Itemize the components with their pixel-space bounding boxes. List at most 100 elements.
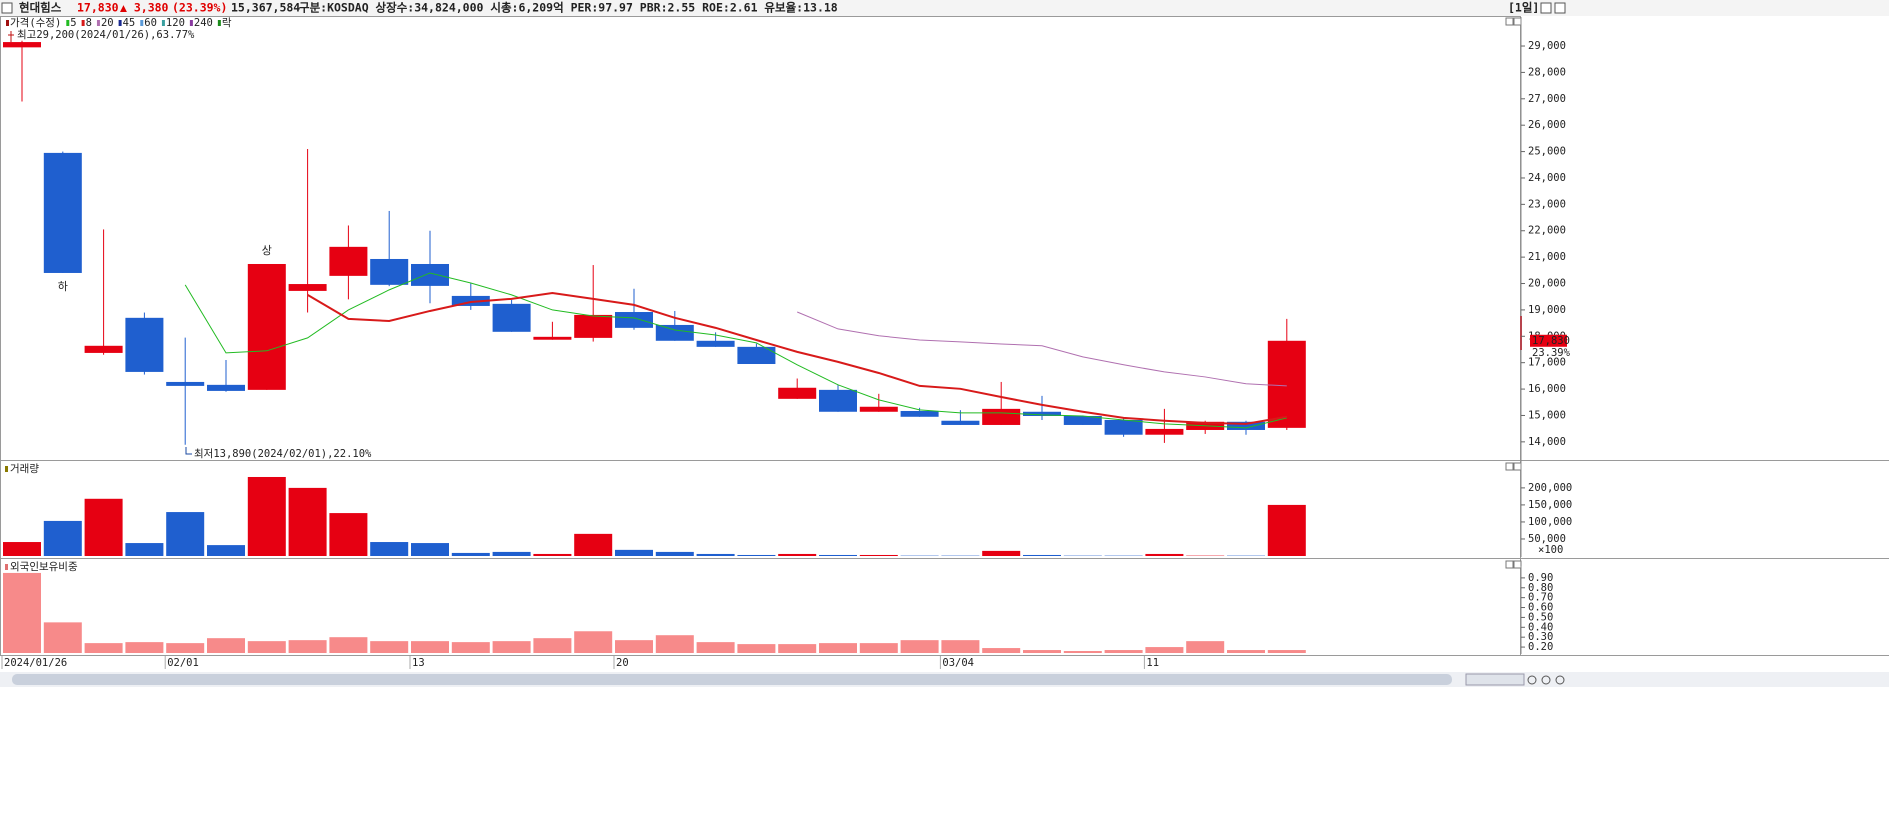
bar [778,553,817,556]
bar [900,640,939,653]
candle-body [370,258,409,285]
y-tick-label: 29,000 [1528,40,1566,52]
y-tick-label: 14,000 [1528,436,1566,448]
bar [737,554,776,556]
legend-swatch [66,20,70,26]
bar [574,533,613,556]
legend-label: 락 [222,17,232,29]
candle-body [125,317,164,372]
bar [982,648,1021,653]
bar [84,498,123,556]
bar [941,640,980,653]
x-tick-label: 11 [1146,657,1159,669]
bar [329,637,368,653]
bar [1267,504,1306,556]
legend-swatch [6,20,9,26]
bar [329,513,368,556]
bar [288,487,327,556]
price: 17,830 [77,1,119,15]
close-button[interactable] [1554,2,1566,14]
legend-swatch [118,20,122,26]
bar [492,551,531,556]
last-price-label: 17,830 [1532,335,1570,347]
zoom-button[interactable] [1541,675,1551,685]
candle-body [43,152,82,273]
period[interactable]: [1일] [1508,1,1539,15]
candle-body [737,346,776,365]
bar [778,644,817,653]
candle-body [615,312,653,328]
panel-title-swatch [5,564,8,570]
annotation-arrow [8,31,14,42]
bar [43,520,82,556]
panel-button[interactable] [1505,560,1514,569]
candle-body [819,389,857,412]
candle-body [84,345,123,353]
bar [655,551,694,556]
bar [819,554,857,556]
legend-swatch [161,20,165,26]
x-tick-label: 2024/01/26 [4,657,67,669]
y-tick-label: 15,000 [1528,409,1566,421]
candle-body [329,246,368,276]
upper-limit-mark: 상 [262,244,272,257]
bar [1145,553,1184,556]
bar [859,554,898,556]
minimize-button[interactable] [1540,2,1552,14]
y-tick-label: 24,000 [1528,172,1566,184]
bar [370,641,409,653]
x-tick-label: 03/04 [942,657,974,669]
y-tick-label: 28,000 [1528,66,1566,78]
y-tick-label: 0.90 [1528,572,1553,584]
bar [615,549,653,556]
change-pct: (23.39%) [172,1,227,15]
y-tick-label: 20,000 [1528,278,1566,290]
bar [615,640,653,653]
bar [696,553,735,556]
candle-body [696,340,735,347]
bar [1023,650,1061,653]
legend-swatch [140,20,144,26]
bar [859,643,898,653]
y-tick-label: 0.20 [1528,641,1553,653]
bar [737,644,776,653]
y-tick-label: 26,000 [1528,119,1566,131]
bar [819,643,857,653]
bar [411,543,449,556]
candle-body [859,406,898,412]
y-tick-label: 50,000 [1528,533,1566,545]
panel-button[interactable] [1513,462,1522,471]
checkbox[interactable] [1,2,13,14]
candle-body [778,387,817,399]
zoom-slider[interactable] [1465,673,1525,686]
candle-body [247,263,286,390]
legend-label: 8 [86,17,92,29]
legend-label: 120 [166,17,185,29]
y-tick-label: 150,000 [1528,499,1572,511]
panel-button[interactable] [1505,17,1514,26]
ma-line [797,311,1287,387]
unit-label: ×100 [1538,544,1563,556]
bar [574,631,613,653]
zoom-button[interactable] [1527,675,1537,685]
bar [451,552,490,556]
candle-body [1267,340,1306,428]
candle-body [900,410,939,417]
panel-button[interactable] [1505,462,1514,471]
zoom-button[interactable] [1555,675,1565,685]
bar [1145,647,1184,653]
lower-limit-mark: 하 [58,279,68,293]
panel-button[interactable] [1513,560,1522,569]
y-tick-label: 25,000 [1528,146,1566,158]
last-price-box [1530,334,1567,347]
bar [655,635,694,653]
candle-body [655,324,694,341]
legend-label: 5 [70,17,76,29]
bar [370,542,409,556]
bar [207,638,245,653]
scrollbar-thumb[interactable] [12,674,1452,685]
bar [288,640,327,653]
panel-button[interactable] [1513,17,1522,26]
y-tick-label: 100,000 [1528,516,1572,528]
